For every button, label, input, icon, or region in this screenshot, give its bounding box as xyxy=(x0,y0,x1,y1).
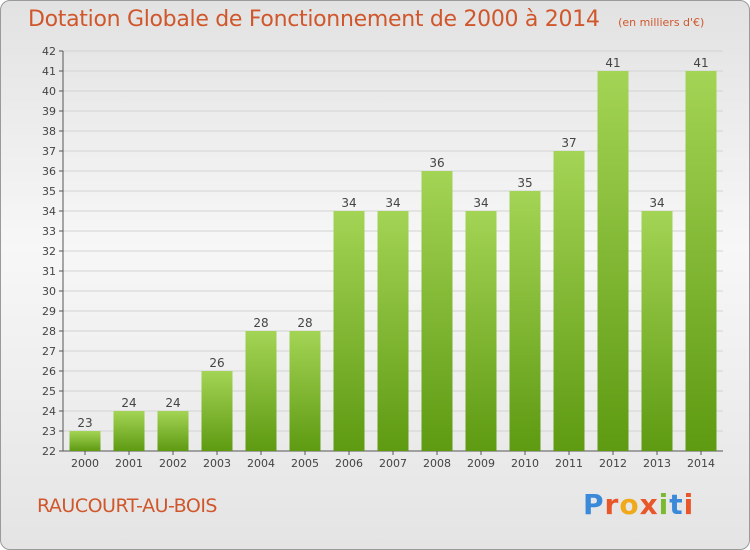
bar-2013 xyxy=(641,211,673,451)
y-tick-label: 31 xyxy=(42,265,56,278)
x-tick-label: 2005 xyxy=(291,457,319,470)
bar-2008 xyxy=(421,171,453,451)
logo-letter: P xyxy=(583,488,605,521)
bar-2012 xyxy=(597,71,629,451)
bar-2009 xyxy=(465,211,497,451)
y-tick-label: 32 xyxy=(42,245,56,258)
logo-letter: o xyxy=(619,488,640,521)
x-tick-label: 2006 xyxy=(335,457,363,470)
data-label: 23 xyxy=(77,416,92,430)
bar-2002 xyxy=(157,411,189,451)
data-label: 36 xyxy=(429,156,444,170)
x-tick-label: 2002 xyxy=(159,457,187,470)
bar-2014 xyxy=(685,71,717,451)
bar-2000 xyxy=(69,431,101,451)
bar-2005 xyxy=(289,331,321,451)
y-tick-labels: 22 23 24 25 26 27 28 29 30 31 32 33 34 35 36 37 38 39 40 41… xyxy=(42,45,56,458)
y-tick-label: 30 xyxy=(42,285,56,298)
x-tick-label: 2000 xyxy=(71,457,99,470)
x-tick-label: 2014 xyxy=(687,457,715,470)
data-label: 28 xyxy=(253,316,268,330)
bar-2006 xyxy=(333,211,365,451)
x-tick-label: 2012 xyxy=(599,457,627,470)
data-label: 34 xyxy=(473,196,488,210)
bar-2003 xyxy=(201,371,233,451)
y-tick-label: 41 xyxy=(42,65,56,78)
chart-subtitle: (en milliers d'€) xyxy=(618,16,705,29)
logo-letter: x xyxy=(639,488,659,521)
bar-2004 xyxy=(245,331,277,451)
data-label: 41 xyxy=(693,56,708,70)
bars xyxy=(69,71,717,451)
bar-2007 xyxy=(377,211,409,451)
x-tick-label: 2013 xyxy=(643,457,671,470)
y-tick-label: 36 xyxy=(42,165,56,178)
data-label: 26 xyxy=(209,356,224,370)
data-labels: 23 24 24 26 28 28 34 34 36 34 35 37 41 34 41 xyxy=(77,56,708,430)
data-label: 24 xyxy=(121,396,136,410)
y-tick-label: 35 xyxy=(42,185,56,198)
y-tick-label: 27 xyxy=(42,345,56,358)
proxiti-logo: Proxiti xyxy=(583,488,694,521)
y-tick-label: 39 xyxy=(42,105,56,118)
y-tick-label: 22 xyxy=(42,445,56,458)
bar-2011 xyxy=(553,151,585,451)
x-tick-label: 2010 xyxy=(511,457,539,470)
chart-title: Dotation Globale de Fonctionnement de 20… xyxy=(28,7,600,32)
y-tick-label: 26 xyxy=(42,365,56,378)
y-tick-label: 28 xyxy=(42,325,56,338)
bar-2010 xyxy=(509,191,541,451)
x-tick-label: 2003 xyxy=(203,457,231,470)
logo-letter: r xyxy=(604,488,620,521)
y-tick-label: 24 xyxy=(42,405,56,418)
y-tick-label: 23 xyxy=(42,425,56,438)
y-tick-label: 29 xyxy=(42,305,56,318)
data-label: 35 xyxy=(517,176,532,190)
x-tick-labels: 2000 2001 2002 2003 2004 2005 2006 2007 2008 2009… xyxy=(71,451,715,470)
data-label: 34 xyxy=(385,196,400,210)
x-tick-label: 2007 xyxy=(379,457,407,470)
y-tick-label: 25 xyxy=(42,385,56,398)
x-tick-label: 2011 xyxy=(555,457,583,470)
y-tick-label: 37 xyxy=(42,145,56,158)
x-tick-label: 2008 xyxy=(423,457,451,470)
title-block: Dotation Globale de Fonctionnement de 20… xyxy=(28,7,704,32)
y-tick-label: 40 xyxy=(42,85,56,98)
data-label: 34 xyxy=(649,196,664,210)
logo-letter: i xyxy=(658,488,670,521)
x-tick-label: 2004 xyxy=(247,457,275,470)
data-label: 28 xyxy=(297,316,312,330)
y-tick-label: 34 xyxy=(42,205,56,218)
data-label: 34 xyxy=(341,196,356,210)
y-tick-label: 33 xyxy=(42,225,56,238)
y-tick-label: 38 xyxy=(42,125,56,138)
x-tick-label: 2001 xyxy=(115,457,143,470)
logo-letter: i xyxy=(683,488,695,521)
y-tick-label: 42 xyxy=(42,45,56,58)
data-label: 24 xyxy=(165,396,180,410)
data-label: 37 xyxy=(561,136,576,150)
bar-2001 xyxy=(113,411,145,451)
data-label: 41 xyxy=(605,56,620,70)
x-tick-label: 2009 xyxy=(467,457,495,470)
logo-letter: t xyxy=(669,488,684,521)
commune-name: RAUCOURT-AU-BOIS xyxy=(37,495,218,517)
